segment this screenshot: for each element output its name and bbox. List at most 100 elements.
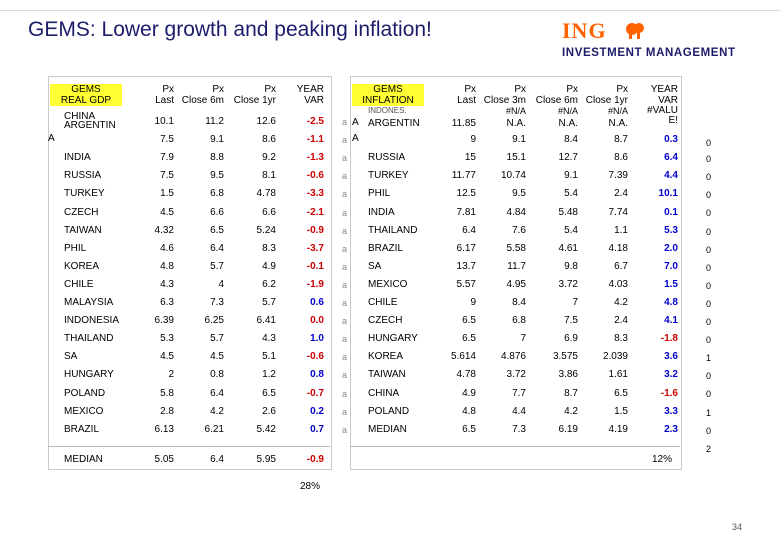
inflation-row-value: 12.5: [456, 188, 476, 200]
inflation-row-country: CHINA: [368, 387, 400, 399]
inflation-row-flag: 0: [706, 208, 712, 219]
inflation-row-flag: 1: [706, 407, 712, 418]
gdp-row-country: BRAZIL: [64, 423, 100, 435]
gdp-row-var: -0.1: [306, 260, 324, 272]
inflation-row-flag: 0: [706, 371, 712, 382]
inflation-row-value: 1.61: [608, 369, 628, 381]
gdp-row-value: 0.8: [210, 369, 224, 381]
gdp-row-value: 6.4: [210, 242, 224, 254]
inflation-row-flag: 0: [706, 154, 712, 165]
gdp-row-country: CHILE: [64, 278, 94, 290]
inflation-header-4: YEAR VAR: [650, 84, 678, 106]
gdp-row-marker: a: [342, 370, 348, 381]
gdp-row-marker: a: [342, 334, 348, 345]
inflation-row-country: INDIA: [368, 206, 395, 218]
logo-brand: ING: [562, 18, 607, 43]
gdp-row-value: 6.21: [204, 423, 224, 435]
inflation-row-var: 4.1: [664, 315, 678, 327]
gdp-row-country: RUSSIA: [64, 170, 102, 182]
gdp-row-value: 6.13: [154, 423, 174, 435]
inflation-row-value: 6.17: [456, 242, 476, 254]
inflation-row-value: 4.95: [506, 278, 526, 290]
inflation-row-value: 4.19: [608, 423, 628, 435]
gdp-row-value: 2.6: [262, 405, 276, 417]
gdp-row-value: 5.24: [256, 224, 276, 236]
inflation-row-value: 3.72: [558, 278, 578, 290]
gdp-row-value: 5.1: [262, 351, 276, 363]
gdp-row-country: TAIWAN: [64, 224, 102, 236]
inflation-row-var: 3.2: [664, 369, 678, 381]
inflation-row-flag: 0: [706, 317, 712, 327]
inflation-row-flag: 0: [706, 298, 712, 309]
gdp-row-var: -1.9: [306, 278, 324, 290]
inflation-row-country: TURKEY: [368, 170, 409, 182]
gdp-row-value: 11.2: [205, 116, 224, 127]
gdp-row-var: 0.6: [310, 297, 324, 308]
inflation-header-2: Px Close 6m: [535, 84, 578, 106]
gdp-row-value: 6.5: [262, 387, 276, 399]
inflation-label-overlap: INDONES.: [368, 106, 407, 115]
inflation-row-flag: 1: [706, 353, 712, 364]
gdp-row-value: 8.3: [262, 242, 276, 254]
inflation-row-country: RUSSIA: [368, 152, 406, 164]
inflation-row-flag: 0: [706, 190, 712, 201]
gdp-row-value: 2.8: [160, 405, 174, 417]
gdp-row-value: 6.6: [262, 206, 276, 218]
gdp-median-value: 6.4: [210, 454, 224, 465]
inflation-row-value: 3.72: [506, 369, 526, 381]
inflation-row-var: 1.5: [664, 278, 678, 290]
inflation-row-var: 2.0: [664, 242, 678, 254]
inflation-side-a2: A: [352, 133, 359, 144]
gdp-row-value: 4.3: [262, 333, 276, 345]
gdp-row-marker: a: [342, 424, 348, 435]
inflation-row-value: 4.4: [512, 405, 526, 417]
inflation-row-var: -1.8: [660, 333, 678, 345]
gdp-row-country: CHINA ARGENTIN: [64, 111, 116, 131]
gdp-row-value: 9.1: [210, 134, 224, 146]
gdp-median-var: -0.9: [306, 454, 324, 465]
inflation-row-country: KOREA: [368, 351, 404, 363]
inflation-header-3: Px Close 1yr: [585, 84, 628, 106]
gdp-row-value: 7.9: [160, 152, 174, 164]
inflation-row-value: 4.84: [506, 206, 526, 218]
inflation-table: [350, 76, 682, 470]
inflation-row-country: POLAND: [368, 405, 410, 417]
inflation-row-value: 11.7: [507, 260, 526, 272]
inflation-row-flag: 0: [706, 335, 712, 346]
inflation-row-value: 6.5: [614, 387, 628, 399]
gdp-median-value: 5.95: [256, 454, 276, 465]
inflation-row-value: 9.8: [564, 260, 578, 272]
gdp-row-marker: a: [342, 316, 348, 327]
inflation-row-country: PHIL: [368, 188, 391, 200]
inflation-row-value: 6.7: [614, 260, 628, 272]
inflation-row-flag: 0: [706, 262, 712, 273]
gdp-row-value: 12.6: [256, 116, 276, 127]
inflation-row-country: HUNGARY: [368, 333, 418, 345]
gdp-row-value: 5.8: [160, 387, 174, 399]
inflation-row-value: 6.5: [462, 333, 476, 345]
inflation-row-value: 2.039: [602, 351, 628, 363]
gdp-row-marker: a: [342, 298, 348, 308]
inflation-row-country: TAIWAN: [368, 369, 406, 381]
gdp-row-value: 4.5: [160, 206, 174, 218]
gdp-row-value: 6.5: [210, 224, 224, 236]
inflation-row-value: 4.61: [558, 242, 578, 254]
inflation-row-value: 5.48: [558, 206, 578, 218]
top-rule: [0, 10, 780, 11]
inflation-header-1: Px Close 3m: [483, 84, 526, 106]
inflation-error: #N/A: [557, 106, 578, 116]
inflation-row-flag: 0: [706, 244, 712, 255]
inflation-row-country: MEXICO: [368, 278, 408, 290]
inflation-row-value: 2.4: [614, 315, 628, 327]
gdp-row-var: 0.2: [310, 405, 324, 417]
inflation-row-var: 3.3: [664, 405, 678, 417]
gdp-row-value: 5.42: [256, 423, 276, 435]
inflation-row-value: 2.4: [614, 188, 628, 200]
gdp-row-value: 9.5: [210, 170, 224, 182]
ing-logo: ING INVESTMENT MANAGEMENT: [560, 18, 775, 68]
inflation-row-country: BRAZIL: [368, 242, 404, 254]
inflation-row-value: N.A.: [558, 118, 578, 129]
inflation-row-value: N.A.: [608, 118, 628, 129]
gdp-row-country: INDONESIA: [64, 315, 120, 327]
gdp-row-marker: a: [342, 207, 348, 218]
